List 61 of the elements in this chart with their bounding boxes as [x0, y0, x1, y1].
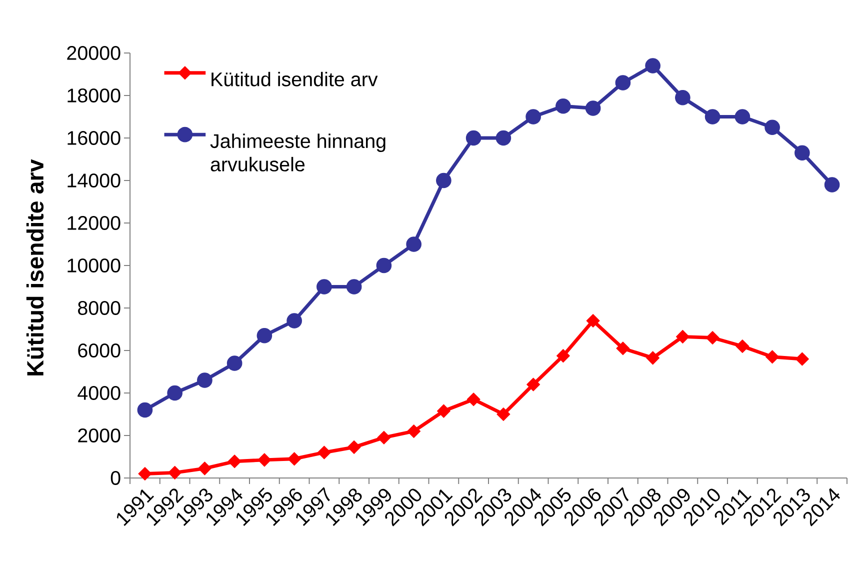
point — [824, 177, 840, 192]
point — [137, 402, 153, 418]
point — [556, 98, 571, 114]
point — [586, 314, 600, 328]
point — [795, 352, 809, 366]
point — [346, 279, 362, 294]
point — [436, 172, 452, 188]
y-tick-label: 8000 — [78, 301, 120, 315]
point — [766, 350, 780, 364]
point — [316, 279, 332, 294]
point — [704, 109, 720, 124]
point — [556, 349, 570, 363]
point — [256, 328, 272, 344]
point — [764, 120, 780, 136]
point — [228, 454, 242, 468]
point — [288, 452, 302, 466]
point — [406, 236, 422, 252]
point — [645, 58, 660, 74]
point — [258, 453, 272, 467]
point — [168, 466, 182, 480]
y-tick-label: 10000 — [68, 258, 120, 272]
y-axis-title: Kütitud isendite arv — [26, 159, 44, 376]
point — [706, 330, 720, 344]
y-tick-label: 2000 — [78, 428, 120, 442]
point — [616, 342, 630, 356]
y-tick-label: 20000 — [67, 46, 120, 60]
point — [675, 90, 690, 106]
y-tick-label: 6000 — [78, 344, 120, 358]
point — [167, 385, 182, 401]
point — [676, 330, 690, 344]
point — [496, 407, 510, 421]
point — [198, 462, 212, 476]
y-tick-label: 18000 — [68, 88, 120, 102]
point — [496, 130, 512, 146]
point — [138, 466, 152, 480]
point — [466, 392, 480, 406]
point — [407, 424, 421, 438]
point — [347, 440, 361, 454]
point — [794, 145, 810, 161]
point — [377, 430, 391, 444]
point — [736, 339, 750, 353]
point — [734, 109, 750, 124]
point — [317, 446, 331, 460]
point — [226, 356, 242, 371]
point — [466, 130, 482, 146]
point — [197, 372, 212, 388]
y-tick-label: 4000 — [78, 386, 120, 400]
y-tick-label: 12000 — [68, 216, 120, 230]
y-tick-label: 14000 — [68, 174, 120, 188]
point — [436, 404, 450, 418]
y-tick-label: 16000 — [68, 131, 120, 145]
legend-label: Jahimeeste hinnang arvukusele — [210, 134, 386, 172]
point — [286, 313, 302, 328]
y-tick-label: 0 — [110, 471, 120, 485]
point — [376, 258, 392, 274]
point — [646, 351, 660, 365]
point — [585, 100, 601, 116]
point — [526, 109, 541, 124]
legend-label: Kütitud isendite arv — [212, 72, 378, 86]
point — [526, 378, 540, 392]
point — [615, 75, 631, 90]
